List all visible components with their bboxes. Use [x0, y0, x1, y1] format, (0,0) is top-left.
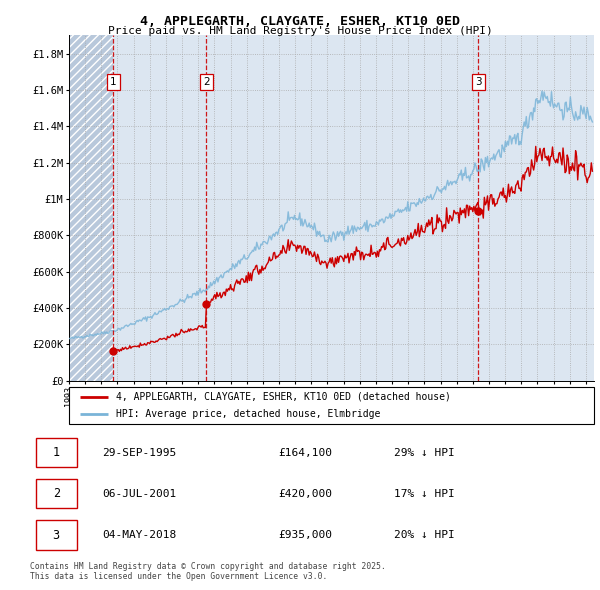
Text: 17% ↓ HPI: 17% ↓ HPI: [394, 489, 455, 499]
Bar: [69, 35, 113, 381]
Text: 04-MAY-2018: 04-MAY-2018: [102, 530, 176, 540]
Text: 06-JUL-2001: 06-JUL-2001: [102, 489, 176, 499]
Text: 2: 2: [203, 77, 209, 87]
FancyBboxPatch shape: [35, 479, 77, 509]
Text: Contains HM Land Registry data © Crown copyright and database right 2025.: Contains HM Land Registry data © Crown c…: [30, 562, 386, 571]
Text: 1: 1: [53, 446, 60, 459]
Text: 3: 3: [475, 77, 482, 87]
Text: £935,000: £935,000: [278, 530, 332, 540]
FancyBboxPatch shape: [35, 438, 77, 467]
Text: 1: 1: [110, 77, 117, 87]
Text: £420,000: £420,000: [278, 489, 332, 499]
Text: 2: 2: [53, 487, 60, 500]
Text: 3: 3: [53, 529, 60, 542]
FancyBboxPatch shape: [35, 520, 77, 550]
Text: This data is licensed under the Open Government Licence v3.0.: This data is licensed under the Open Gov…: [30, 572, 328, 581]
Text: 29-SEP-1995: 29-SEP-1995: [102, 448, 176, 457]
FancyBboxPatch shape: [69, 387, 594, 424]
Text: 29% ↓ HPI: 29% ↓ HPI: [394, 448, 455, 457]
Text: Price paid vs. HM Land Registry's House Price Index (HPI): Price paid vs. HM Land Registry's House …: [107, 26, 493, 36]
Text: 4, APPLEGARTH, CLAYGATE, ESHER, KT10 0ED (detached house): 4, APPLEGARTH, CLAYGATE, ESHER, KT10 0ED…: [116, 392, 451, 402]
Text: HPI: Average price, detached house, Elmbridge: HPI: Average price, detached house, Elmb…: [116, 409, 380, 419]
Text: 20% ↓ HPI: 20% ↓ HPI: [394, 530, 455, 540]
Text: 4, APPLEGARTH, CLAYGATE, ESHER, KT10 0ED: 4, APPLEGARTH, CLAYGATE, ESHER, KT10 0ED: [140, 15, 460, 28]
Text: £164,100: £164,100: [278, 448, 332, 457]
